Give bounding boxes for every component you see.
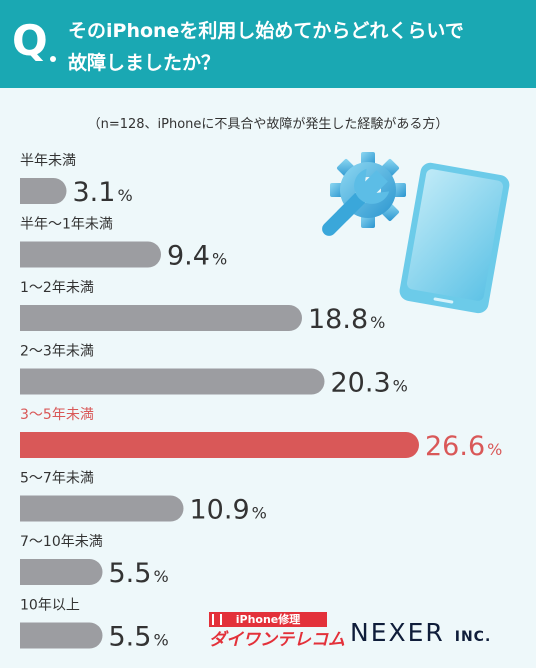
- category-label-3: 2〜3年未満: [20, 344, 94, 360]
- value-label-0: 3.1%: [73, 177, 133, 208]
- category-label-6: 7〜10年未満: [20, 534, 103, 550]
- bar-left-cap-7: [20, 622, 46, 649]
- bar-2: [20, 305, 302, 331]
- bar-3: [20, 368, 325, 395]
- category-label-0: 半年未満: [20, 153, 76, 169]
- nexer-logo-suffix: INC.: [454, 629, 492, 645]
- nexer-logo: NEXER INC.: [350, 618, 491, 647]
- bar-left-cap-3: [20, 368, 46, 395]
- logo-mark-icon: [212, 614, 222, 625]
- category-label-5: 5〜7年未満: [20, 471, 94, 487]
- category-label-7: 10年以上: [20, 598, 80, 614]
- category-label-4: 3〜5年未満: [20, 407, 94, 423]
- value-label-4: 26.6%: [425, 431, 502, 462]
- question-dot: [50, 56, 56, 62]
- sample-note: （n=128、iPhoneに不具合や故障が発生した経験がある方）: [87, 117, 449, 132]
- question-title-line2: 故障しましたか？: [68, 52, 221, 74]
- bar-left-cap-4: [20, 432, 46, 458]
- bar-left-cap-5: [20, 495, 46, 522]
- nexer-logo-text: NEXER: [350, 618, 445, 647]
- question-mark-letter: Q: [12, 16, 48, 65]
- repair-logo-top: iPhone修理: [209, 612, 327, 627]
- bar-left-cap-2: [20, 305, 46, 331]
- bar-5: [20, 495, 184, 522]
- category-label-2: 1〜2年未満: [20, 280, 94, 296]
- question-header: Q そのiPhoneを利用し始めてからどれくらいで 故障しましたか？: [0, 0, 536, 88]
- bar-left-cap-0: [20, 178, 46, 204]
- bar-left-cap-6: [20, 559, 46, 585]
- value-label-6: 5.5%: [109, 558, 169, 589]
- repair-logo: iPhone修理 ダイワンテレコム: [209, 612, 345, 652]
- repair-logo-bottom-text: ダイワンテレコム: [209, 630, 345, 650]
- bar-left-cap-1: [20, 241, 46, 268]
- question-title-line1: そのiPhoneを利用し始めてからどれくらいで: [68, 20, 464, 42]
- repair-logo-top-text: iPhone修理: [235, 613, 301, 626]
- value-label-1: 9.4%: [167, 241, 227, 272]
- value-label-3: 20.3%: [331, 368, 408, 399]
- bar-4: [20, 432, 419, 458]
- value-label-7: 5.5%: [109, 622, 169, 653]
- value-label-5: 10.9%: [190, 495, 267, 526]
- bar-1: [20, 241, 161, 268]
- value-label-2: 18.8%: [308, 304, 385, 335]
- category-label-1: 半年〜1年未満: [20, 217, 113, 233]
